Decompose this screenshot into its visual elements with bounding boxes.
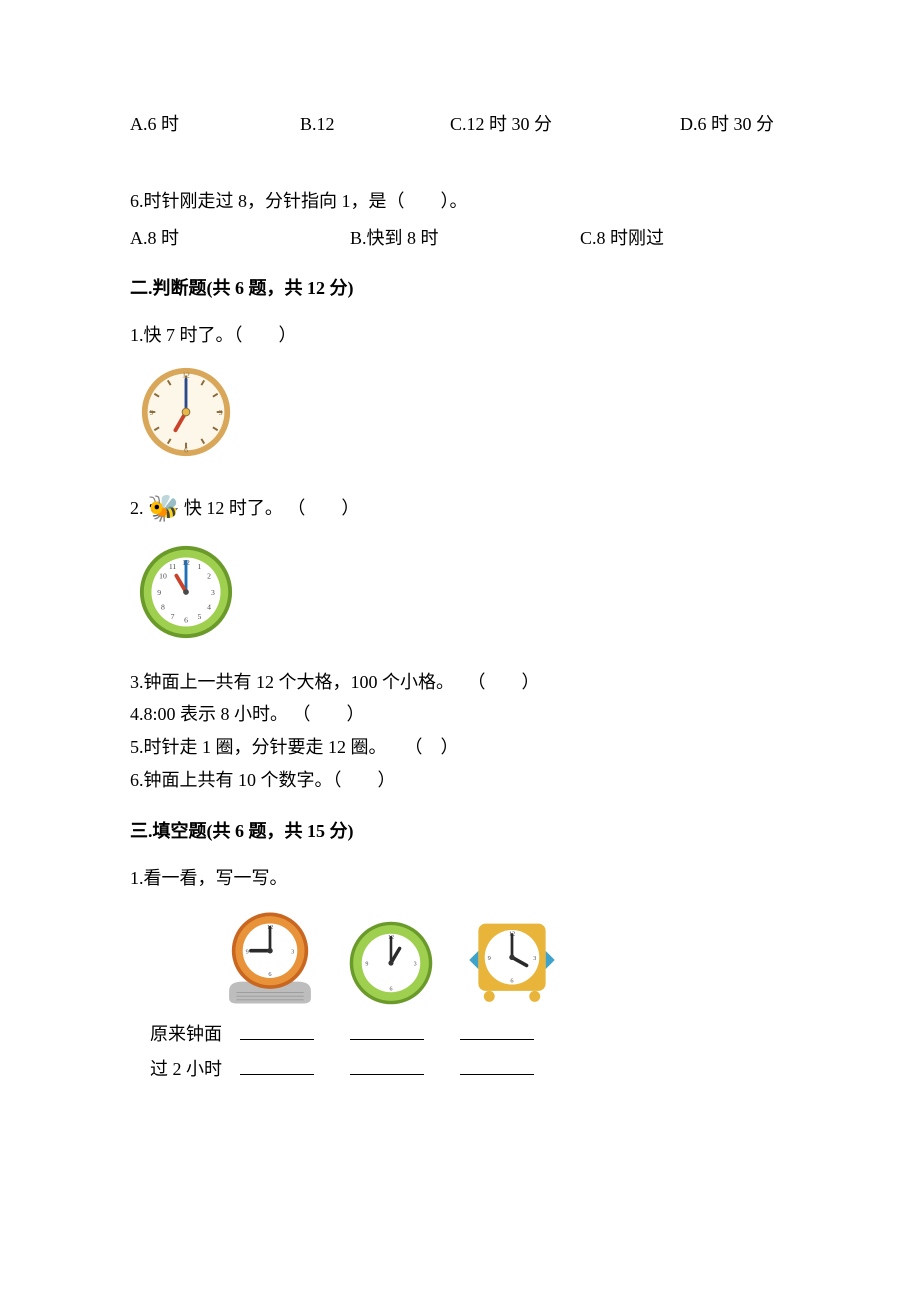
svg-text:3: 3 xyxy=(533,955,536,962)
section2-title: 二.判断题(共 6 题，共 12 分) xyxy=(130,274,790,303)
svg-text:6: 6 xyxy=(184,445,188,454)
blank-1-1[interactable] xyxy=(240,1021,314,1040)
blank-2-2[interactable] xyxy=(350,1056,424,1075)
s2-q2-line: 2. 🐝 快 12 时了。 （ ） xyxy=(130,488,790,530)
svg-text:5: 5 xyxy=(198,611,202,620)
s2-q6: 6.钟面上共有 10 个数字。（ ） xyxy=(130,766,790,795)
svg-text:11: 11 xyxy=(169,562,177,571)
blank-1-3[interactable] xyxy=(460,1021,534,1040)
s2-q3: 3.钟面上一共有 12 个大格，100 个小格。 （ ） xyxy=(130,668,790,697)
svg-text:3: 3 xyxy=(414,962,417,968)
s3-q1: 1.看一看，写一写。 xyxy=(130,864,790,893)
clock3b-icon: 12369 xyxy=(348,920,434,1006)
s2-q4: 4.8:00 表示 8 小时。 （ ） xyxy=(130,700,790,729)
q5-option-c: C.12 时 30 分 xyxy=(450,110,680,139)
svg-text:3: 3 xyxy=(211,587,215,596)
clock2-icon: 1212 345 678 91011 xyxy=(138,544,234,640)
svg-text:6: 6 xyxy=(184,615,188,624)
svg-text:9: 9 xyxy=(246,949,249,956)
svg-text:8: 8 xyxy=(161,602,165,611)
s2-q3-6: 3.钟面上一共有 12 个大格，100 个小格。 （ ） 4.8:00 表示 8… xyxy=(130,668,790,795)
svg-text:3: 3 xyxy=(219,408,223,417)
svg-text:6: 6 xyxy=(268,972,271,979)
clocks-row: 12369 12369 12369 xyxy=(220,910,790,1006)
svg-text:9: 9 xyxy=(365,962,368,968)
q6-option-a: A.8 时 xyxy=(130,224,350,253)
svg-text:10: 10 xyxy=(159,571,167,580)
svg-text:1: 1 xyxy=(198,562,202,571)
clock2-wrap: 1212 345 678 91011 xyxy=(138,544,790,640)
q5-option-b: B.12 xyxy=(300,110,450,139)
q6-options-row: A.8 时 B.快到 8 时 C.8 时刚过 xyxy=(130,224,790,253)
blank-1-2[interactable] xyxy=(350,1021,424,1040)
blank-2-3[interactable] xyxy=(460,1056,534,1075)
q5-option-d: D.6 时 30 分 xyxy=(680,110,774,139)
svg-text:9: 9 xyxy=(157,587,161,596)
q5-options-row: A.6 时 B.12 C.12 时 30 分 D.6 时 30 分 xyxy=(130,110,790,139)
s2-q2-text: 快 12 时了。 （ ） xyxy=(184,494,360,523)
s2-q1: 1.快 7 时了。（ ） xyxy=(130,321,790,350)
s2-q2-prefix: 2. xyxy=(130,494,144,523)
fill-row2-label: 过 2 小时 xyxy=(150,1055,222,1084)
clock1-icon: 12 3 6 9 xyxy=(138,364,234,460)
svg-text:4: 4 xyxy=(207,602,211,611)
s2-q5: 5.时针走 1 圈，分针要走 12 圈。 （ ） xyxy=(130,733,790,762)
svg-text:7: 7 xyxy=(171,611,175,620)
svg-text:2: 2 xyxy=(207,571,211,580)
svg-text:3: 3 xyxy=(291,949,294,956)
svg-text:9: 9 xyxy=(150,408,154,417)
bee-icon: 🐝 xyxy=(148,488,180,530)
svg-text:6: 6 xyxy=(389,987,392,993)
q5-option-a: A.6 时 xyxy=(130,110,300,139)
section3-title: 三.填空题(共 6 题，共 15 分) xyxy=(130,817,790,846)
clock3c-icon: 12369 xyxy=(462,914,562,1006)
fill-row-1: 原来钟面 xyxy=(150,1020,790,1049)
svg-text:9: 9 xyxy=(488,955,491,962)
fill-row-2: 过 2 小时 xyxy=(150,1055,790,1084)
q6-text: 6.时针刚走过 8，分针指向 1，是（ ）。 xyxy=(130,187,790,216)
q6-option-c: C.8 时刚过 xyxy=(580,224,664,253)
q6-option-b: B.快到 8 时 xyxy=(350,224,580,253)
fill-row1-label: 原来钟面 xyxy=(150,1020,222,1049)
svg-text:6: 6 xyxy=(510,978,513,985)
clock1-wrap: 12 3 6 9 xyxy=(138,364,790,460)
clock3a-icon: 12369 xyxy=(220,910,320,1006)
blank-2-1[interactable] xyxy=(240,1056,314,1075)
